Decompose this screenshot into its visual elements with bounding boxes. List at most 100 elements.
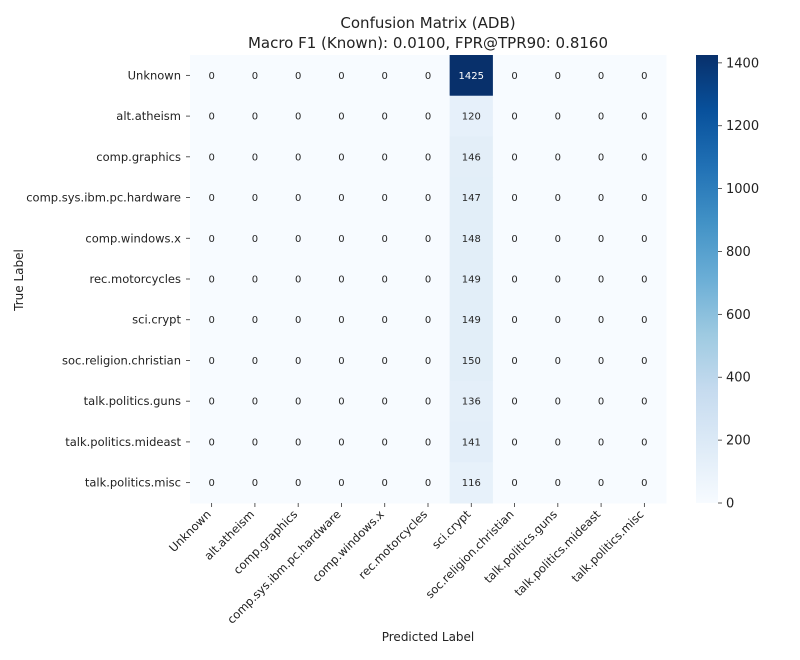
heatmap-cell bbox=[319, 462, 364, 504]
heatmap-cell bbox=[406, 421, 451, 463]
heatmap-cell bbox=[579, 299, 624, 341]
heatmap-cell bbox=[579, 55, 624, 97]
heatmap-cell bbox=[233, 462, 278, 504]
cell-value-label: 0 bbox=[295, 478, 301, 489]
cell-value-label: 0 bbox=[338, 315, 344, 326]
heatmap-cell bbox=[406, 380, 451, 423]
heatmap-cell bbox=[233, 258, 278, 300]
cell-value-label: 0 bbox=[641, 437, 647, 448]
heatmap-cell bbox=[363, 95, 407, 137]
heatmap-cell bbox=[190, 380, 234, 423]
heatmap-cell bbox=[449, 258, 494, 300]
cell-value-label: 0 bbox=[598, 152, 604, 163]
colorbar bbox=[696, 55, 718, 503]
heatmap-cell bbox=[190, 95, 234, 137]
colorbar-ticks: 0 200 400 600 800 1000 1200 1400 bbox=[718, 56, 759, 512]
cell-value-label: 0 bbox=[382, 397, 388, 408]
heatmap-cell bbox=[449, 95, 494, 137]
cell-value-label: 0 bbox=[425, 112, 431, 123]
cell-value-label: 0 bbox=[338, 71, 344, 82]
colorbar-tick-label: 400 bbox=[726, 371, 751, 386]
cell-value-label: 146 bbox=[462, 152, 481, 163]
heatmap-cell bbox=[492, 95, 537, 137]
cell-value-label: 0 bbox=[208, 234, 214, 245]
heatmap-cell bbox=[536, 421, 580, 463]
cell-value-label: 0 bbox=[555, 275, 561, 286]
heatmap-cell bbox=[406, 217, 451, 260]
heatmap-cell bbox=[492, 462, 537, 504]
cell-value-label: 0 bbox=[295, 356, 301, 367]
heatmap-cell bbox=[363, 462, 407, 504]
cell-value-label: 0 bbox=[425, 275, 431, 286]
heatmap-cell bbox=[363, 421, 407, 463]
cell-value-label: 0 bbox=[252, 152, 258, 163]
cell-value-label: 0 bbox=[338, 193, 344, 204]
cell-value-label: 0 bbox=[511, 112, 517, 123]
cell-value-label: 0 bbox=[511, 234, 517, 245]
cell-value-label: 0 bbox=[295, 71, 301, 82]
cell-value-label: 0 bbox=[511, 152, 517, 163]
cell-value-label: 0 bbox=[511, 356, 517, 367]
cell-value-label: 0 bbox=[252, 71, 258, 82]
cell-value-label: 0 bbox=[382, 71, 388, 82]
cell-value-label: 0 bbox=[382, 478, 388, 489]
heatmap-cell bbox=[622, 462, 667, 504]
heatmap-cell bbox=[233, 136, 278, 178]
cell-value-label: 0 bbox=[511, 478, 517, 489]
cell-value-label: 0 bbox=[382, 234, 388, 245]
cell-value-label: 0 bbox=[338, 397, 344, 408]
heatmap-cell bbox=[190, 299, 234, 341]
cell-value-label: 0 bbox=[511, 275, 517, 286]
heatmap-cell bbox=[319, 340, 364, 382]
cell-value-label: 0 bbox=[555, 193, 561, 204]
heatmap-cell bbox=[276, 258, 321, 300]
cell-value-label: 0 bbox=[295, 234, 301, 245]
cell-value-label: 0 bbox=[252, 478, 258, 489]
heatmap-cell bbox=[190, 340, 234, 382]
x-tick-labels: Unknownalt.atheismcomp.graphicscomp.sys.… bbox=[166, 503, 646, 627]
cell-value-label: 0 bbox=[425, 234, 431, 245]
heatmap-cell bbox=[449, 421, 494, 463]
heatmap-cell bbox=[406, 462, 451, 504]
cell-value-label: 0 bbox=[208, 315, 214, 326]
heatmap-cell bbox=[622, 258, 667, 300]
heatmap-cell bbox=[276, 217, 321, 260]
heatmap-cell bbox=[449, 217, 494, 260]
colorbar-tick-label: 600 bbox=[726, 308, 751, 323]
cell-value-label: 0 bbox=[252, 275, 258, 286]
cell-value-label: 0 bbox=[208, 397, 214, 408]
heatmap-cell bbox=[449, 380, 494, 423]
cell-value-label: 147 bbox=[462, 193, 481, 204]
heatmap-cell bbox=[363, 136, 407, 178]
heatmap-cell bbox=[190, 136, 234, 178]
heatmap-cell bbox=[406, 136, 451, 178]
colorbar-tick-label: 1200 bbox=[726, 119, 759, 134]
heatmap-cell bbox=[406, 55, 451, 97]
cell-value-label: 0 bbox=[641, 152, 647, 163]
heatmap-cell bbox=[319, 95, 364, 137]
cell-value-label: 0 bbox=[208, 112, 214, 123]
heatmap-cell bbox=[622, 95, 667, 137]
heatmap-cell bbox=[449, 462, 494, 504]
heatmap-cell bbox=[449, 136, 494, 178]
cell-value-label: 0 bbox=[208, 275, 214, 286]
heatmap-cell bbox=[190, 177, 234, 219]
heatmap-cell bbox=[319, 136, 364, 178]
heatmap-cell bbox=[190, 217, 234, 260]
heatmap-cell bbox=[190, 258, 234, 300]
cell-value-label: 0 bbox=[598, 478, 604, 489]
chart-title: Confusion Matrix (ADB) bbox=[340, 14, 515, 32]
cell-value-label: 0 bbox=[208, 356, 214, 367]
heatmap-cell bbox=[276, 136, 321, 178]
heatmap-cell bbox=[536, 380, 580, 423]
heatmap-cell bbox=[363, 55, 407, 97]
cell-value-label: 0 bbox=[641, 234, 647, 245]
cell-value-label: 0 bbox=[208, 437, 214, 448]
cell-value-label: 0 bbox=[598, 356, 604, 367]
cell-value-label: 0 bbox=[295, 397, 301, 408]
heatmap-cell bbox=[622, 177, 667, 219]
cell-value-label: 0 bbox=[252, 356, 258, 367]
cell-value-label: 0 bbox=[598, 275, 604, 286]
heatmap-cell bbox=[492, 177, 537, 219]
cell-value-label: 0 bbox=[382, 193, 388, 204]
